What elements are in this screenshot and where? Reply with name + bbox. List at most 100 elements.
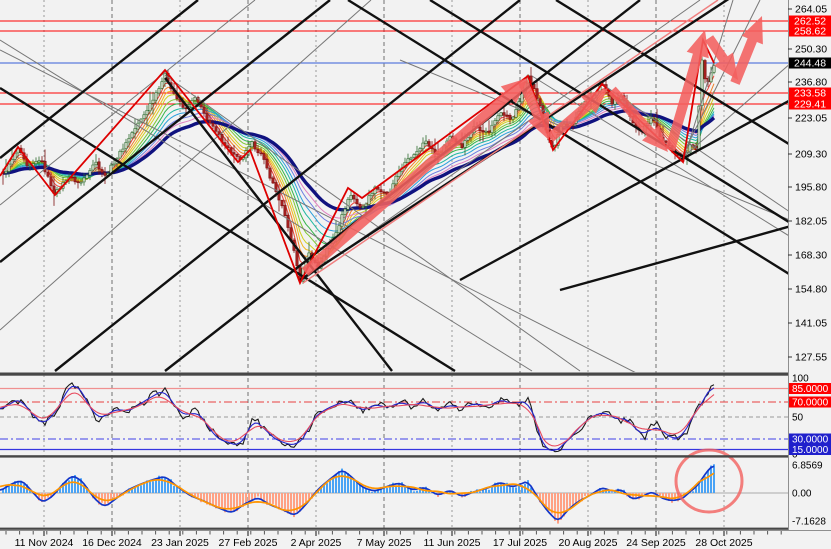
panel-separator <box>0 527 788 530</box>
macd-histogram-bar <box>386 488 388 493</box>
price-tick-label: 141.05 <box>795 318 827 330</box>
macd-histogram-bar <box>668 493 670 502</box>
macd-histogram-bar <box>395 485 397 493</box>
macd-histogram-bar <box>125 493 127 494</box>
trend-line-thick[interactable] <box>347 0 831 300</box>
current-price-label: 244.48 <box>794 58 826 70</box>
macd-histogram-bar <box>410 488 412 493</box>
macd-histogram-bar <box>704 476 706 493</box>
main-price-panel[interactable] <box>0 0 831 450</box>
macd-histogram-bar <box>158 475 160 493</box>
trend-line-thick[interactable] <box>559 215 831 292</box>
macd-histogram-bar <box>8 483 10 493</box>
macd-histogram-bar <box>107 493 109 504</box>
macd-histogram-bar <box>563 493 565 517</box>
panel-separator[interactable] <box>0 455 788 458</box>
macd-histogram-bar <box>233 493 235 512</box>
macd-histogram-bar <box>281 493 283 509</box>
macd-histogram-bar <box>44 493 46 502</box>
macd-histogram-bar <box>608 490 610 493</box>
trend-line-thin[interactable] <box>601 83 831 240</box>
macd-histogram-bar <box>698 484 700 493</box>
macd-histogram-bar <box>407 485 409 493</box>
macd-histogram-bar <box>365 488 367 493</box>
macd-histogram-bar <box>449 491 451 493</box>
macd-histogram-bar <box>479 491 481 493</box>
direction-arrow <box>608 86 668 152</box>
macd-histogram-bar <box>290 493 292 515</box>
macd-histogram-bar <box>341 468 343 493</box>
date-label: 20 Aug 2025 <box>559 537 618 549</box>
macd-histogram-bar <box>545 493 547 510</box>
trend-line-thin[interactable] <box>682 0 734 163</box>
macd-histogram-bar <box>245 493 247 504</box>
trend-line-thin[interactable] <box>0 0 372 331</box>
macd-histogram-bar <box>62 482 64 493</box>
macd-panel[interactable] <box>0 464 788 524</box>
price-tick-label: 168.30 <box>795 250 827 262</box>
price-level-label: 258.62 <box>794 26 826 38</box>
macd-histogram-bar <box>599 487 601 493</box>
macd-histogram-bar <box>14 481 16 493</box>
macd-axis[interactable]: 6.8569 0.00 -7.1628 <box>792 461 826 528</box>
panel-separator[interactable] <box>0 372 788 376</box>
trend-line-thin[interactable] <box>679 28 831 161</box>
macd-histogram-bar <box>257 493 259 497</box>
macd-histogram-bar <box>11 484 13 493</box>
price-tick-label: 182.05 <box>795 216 827 228</box>
macd-histogram-bar <box>203 493 205 502</box>
trend-line-thin[interactable] <box>399 59 831 237</box>
macd-histogram-bar <box>371 491 373 493</box>
macd-histogram-bar <box>2 488 4 493</box>
direction-arrow <box>546 88 608 142</box>
macd-signal-line <box>0 472 715 514</box>
oscillator-level-label: 15.0000 <box>792 445 829 456</box>
macd-histogram-bar <box>212 493 214 507</box>
date-label: 28 Oct 2025 <box>695 537 752 549</box>
oscillator-panel[interactable] <box>0 382 788 453</box>
date-label: 16 Dec 2024 <box>82 537 142 549</box>
trend-arrows <box>301 16 763 276</box>
macd-histogram-bar <box>17 481 19 493</box>
macd-histogram-bar <box>503 484 505 493</box>
trend-line-thin[interactable] <box>0 0 256 206</box>
macd-histogram-bar <box>710 465 712 493</box>
price-tick-label: 236.80 <box>795 77 827 89</box>
price-tick-label: 209.30 <box>795 149 827 161</box>
macd-histogram-bar <box>50 493 52 498</box>
macd-histogram-bar <box>326 483 328 493</box>
macd-histogram-bar <box>23 484 25 493</box>
macd-histogram-bar <box>41 493 43 503</box>
trend-line-thick[interactable] <box>0 0 199 159</box>
oscillator-level-label: 85.0000 <box>792 384 829 395</box>
macd-histogram-bar <box>77 479 79 493</box>
macd-histogram-bar <box>404 485 406 493</box>
trend-line-thick[interactable] <box>459 78 831 282</box>
date-label: 7 May 2025 <box>357 537 412 549</box>
macd-histogram-bar <box>266 493 268 505</box>
trend-line-thin[interactable] <box>164 74 581 372</box>
macd-histogram-bar <box>332 477 334 493</box>
price-axis[interactable]: 264.05 250.30 236.80 223.05 209.30 195.80 182.… <box>788 4 831 364</box>
pink-trend-line[interactable] <box>302 0 719 284</box>
date-axis[interactable]: 11 Nov 2024 16 Dec 2024 23 Jan 2025 27 Feb … <box>5 531 782 549</box>
trend-line-thin[interactable] <box>0 49 788 450</box>
trend-line-thick[interactable] <box>0 0 331 263</box>
macd-histogram-bar <box>59 487 61 493</box>
price-level-label: 262.52 <box>794 16 826 28</box>
macd-histogram-bar <box>74 475 76 493</box>
macd-histogram-bar <box>182 491 184 493</box>
macd-histogram-bar <box>143 482 145 493</box>
trend-line-thick[interactable] <box>0 86 456 372</box>
trend-line-thin[interactable] <box>679 0 761 161</box>
trend-line-thick[interactable] <box>54 0 521 372</box>
macd-histogram-bar <box>566 493 568 512</box>
macd-histogram-bar <box>713 464 715 493</box>
macd-histogram-bar <box>356 481 358 493</box>
macd-histogram-bar <box>692 491 694 493</box>
trend-line-thick[interactable] <box>429 0 831 248</box>
macd-histogram-bar <box>5 485 7 493</box>
macd-histogram-bar <box>170 479 172 493</box>
